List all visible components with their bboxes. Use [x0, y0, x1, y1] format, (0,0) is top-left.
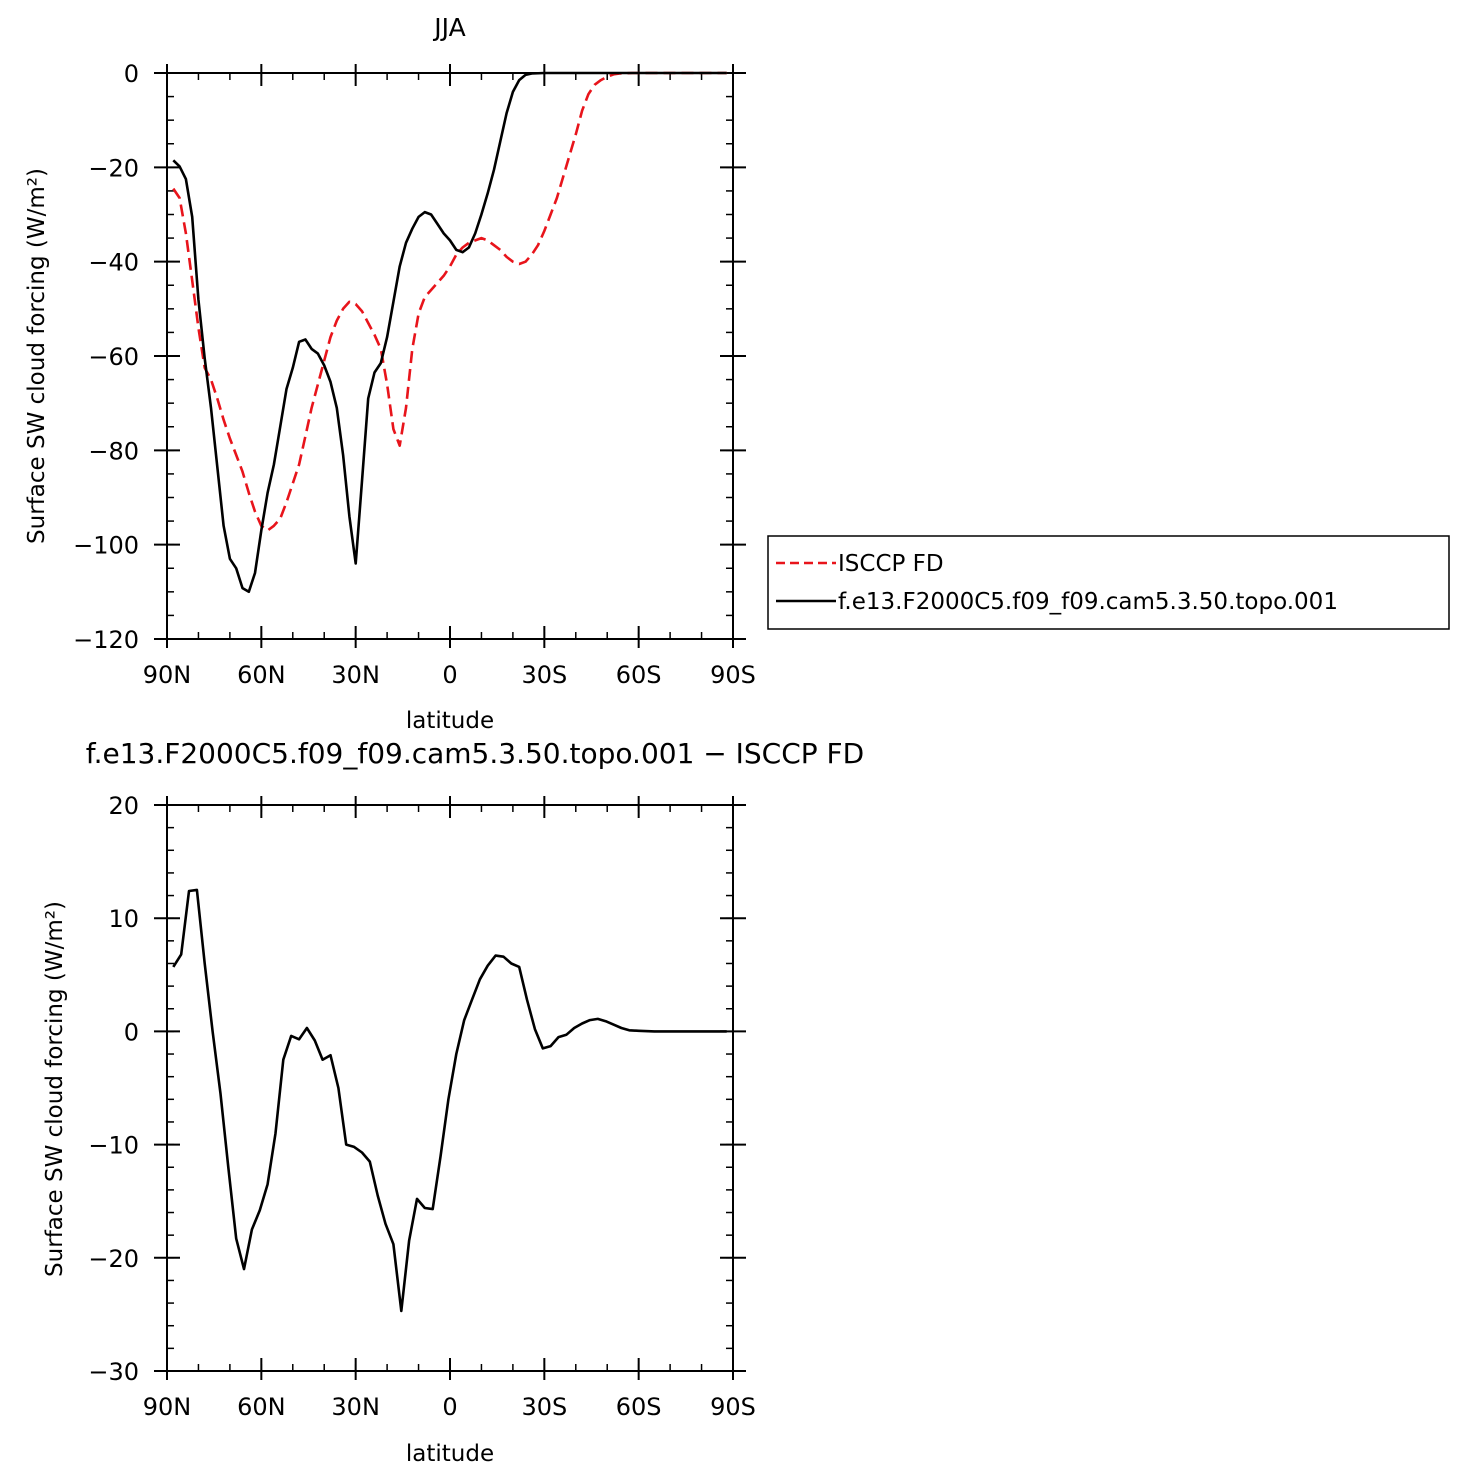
top-y-tick-label: −80 [88, 437, 139, 465]
top-x-tick-label: 30N [331, 661, 380, 689]
top-y-axis-label: Surface SW cloud forcing (W/m²) [24, 168, 50, 544]
legend: ISCCP FD f.e13.F2000C5.f09_f09.cam5.3.50… [767, 535, 1450, 630]
bottom-x-tick-label: 30N [331, 1393, 380, 1421]
legend-label-model: f.e13.F2000C5.f09_f09.cam5.3.50.topo.001 [838, 589, 1338, 615]
bottom-y-tick-label: 10 [108, 905, 139, 933]
top-plot-frame [166, 72, 734, 640]
bottom-x-tick-label: 90N [143, 1393, 192, 1421]
bottom-x-tick-label: 0 [442, 1393, 457, 1421]
bottom-y-tick-label: −10 [88, 1132, 139, 1160]
bottom-x-tick-label: 60N [237, 1393, 286, 1421]
bottom-difference-line [172, 888, 727, 1313]
top-chart-marks: 90N 60N 30N 0 30S 60S 90S 0 −20 −40 −60 −80 −100 −120 [73, 60, 756, 689]
top-y-tick-label: 0 [124, 60, 139, 88]
top-x-tick-label: 90S [710, 661, 756, 689]
bottom-x-tick-label: 90S [710, 1393, 756, 1421]
top-y-tick-label: −100 [73, 532, 139, 560]
top-x-axis-label: latitude [406, 708, 494, 734]
bottom-y-tick-label: 20 [108, 792, 139, 820]
bottom-y-axis-label: Surface SW cloud forcing (W/m²) [42, 901, 68, 1277]
bottom-x-axis-label: latitude [406, 1441, 494, 1467]
bottom-y-tick-label: 0 [124, 1018, 139, 1046]
bottom-chart-marks: 90N 60N 30N 0 30S 60S 90S 20 10 0 −10 −20 −30 [88, 792, 756, 1421]
top-x-tick-label: 60N [237, 661, 286, 689]
bottom-x-tick-label: 60S [616, 1393, 662, 1421]
bottom-y-tick-label: −20 [88, 1245, 139, 1273]
top-panel: JJA 90N 60N 30N 0 30S 60S 90S 0 −20 −40 −60 −80 −100… [24, 13, 756, 734]
top-x-tick-label: 30S [521, 661, 567, 689]
top-chart-title: JJA [432, 13, 465, 42]
legend-box [767, 535, 1450, 630]
bottom-y-tick-label: −30 [88, 1358, 139, 1386]
series-line-f-e13-f2000c5-f09-f09-cam5-3-50-topo-001 [172, 71, 727, 594]
top-y-tick-label: −40 [88, 249, 139, 277]
bottom-x-tick-label: 30S [521, 1393, 567, 1421]
top-x-tick-label: 90N [143, 661, 192, 689]
top-y-tick-label: −120 [73, 626, 139, 654]
top-y-tick-label: −20 [88, 154, 139, 182]
top-x-tick-label: 60S [616, 661, 662, 689]
top-x-tick-label: 0 [442, 661, 457, 689]
bottom-chart-title: f.e13.F2000C5.f09_f09.cam5.3.50.topo.001… [86, 737, 864, 770]
series-line-isccp-fd [172, 71, 727, 532]
legend-label-isccp-fd: ISCCP FD [838, 551, 944, 577]
top-y-tick-label: −60 [88, 343, 139, 371]
bottom-panel: f.e13.F2000C5.f09_f09.cam5.3.50.topo.001… [42, 737, 864, 1467]
